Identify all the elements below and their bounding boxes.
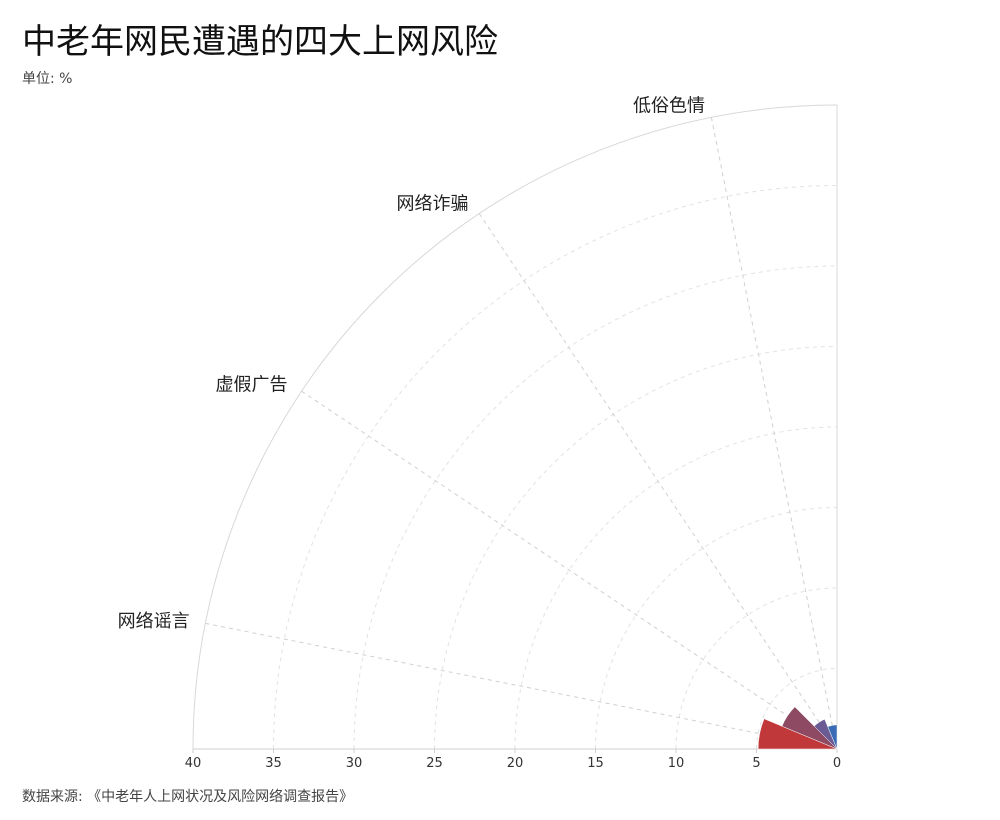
tick-label: 35: [265, 756, 282, 771]
category-label-4: 低俗色情: [633, 96, 705, 117]
grid-ring: [353, 265, 838, 750]
grid-ring: [434, 346, 838, 750]
category-label-1: 网络谣言: [118, 611, 190, 632]
tick-label: 25: [426, 756, 443, 771]
grid-ring: [192, 104, 838, 750]
radial-axis: 40 35 30 25 20 15 10 5 0: [185, 749, 841, 771]
category-labels: 网络谣言 虚假广告 网络诈骗 低俗色情: [118, 96, 705, 632]
tick-label: 40: [185, 756, 202, 771]
tick-label: 5: [752, 756, 760, 771]
tick-label: 0: [833, 756, 841, 771]
data-source: 数据来源: 《中老年人上网状况及风险网络调查报告》: [22, 789, 354, 805]
chart-title: 中老年网民遭遇的四大上网风险: [22, 22, 498, 62]
bar-3: [813, 718, 838, 750]
bar-2: [781, 706, 838, 750]
unit-label: 单位: %: [22, 71, 73, 87]
grid-spoke: [301, 390, 838, 750]
grid-spoke: [478, 213, 838, 750]
chart-bars: [757, 706, 838, 750]
chart-grid: [192, 104, 838, 750]
category-label-2: 虚假广告: [216, 375, 288, 396]
tick-label: 15: [587, 756, 604, 771]
grid-spoke: [205, 622, 838, 750]
grid-spoke: [710, 117, 838, 750]
grid-ring: [273, 185, 838, 750]
grid-ring: [514, 426, 838, 750]
tick-label: 20: [507, 756, 524, 771]
category-label-3: 网络诈骗: [397, 194, 469, 215]
bar-4: [827, 724, 838, 750]
tick-label: 10: [668, 756, 685, 771]
grid-ring: [675, 587, 838, 750]
bar-1: [757, 718, 838, 750]
tick-label: 30: [346, 756, 363, 771]
